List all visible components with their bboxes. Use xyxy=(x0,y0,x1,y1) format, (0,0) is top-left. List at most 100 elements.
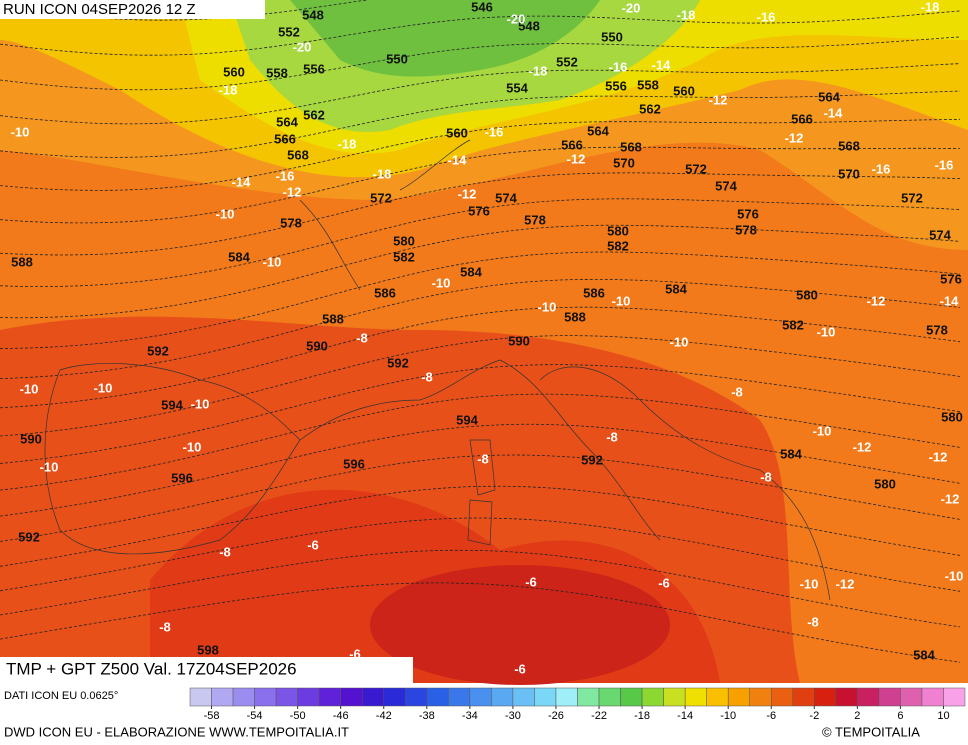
geopotential-label: 566 xyxy=(274,131,296,146)
geopotential-label: 590 xyxy=(20,431,42,446)
temperature-label: -12 xyxy=(283,184,302,199)
geopotential-label: 592 xyxy=(581,452,603,467)
isoline xyxy=(0,146,961,224)
colorbar-box xyxy=(684,687,707,707)
geopotential-label: 592 xyxy=(387,355,409,370)
colorbar-tick-label: -18 xyxy=(634,710,650,722)
temperature-label: -8 xyxy=(807,614,819,629)
geopotential-label: 578 xyxy=(280,215,302,230)
temperature-label: -10 xyxy=(191,396,210,411)
isoline xyxy=(0,0,370,21)
isoline xyxy=(0,306,961,409)
isoline xyxy=(0,90,961,158)
isoline xyxy=(0,172,961,256)
geopotential-label: 548 xyxy=(302,7,324,22)
geopotential-label: 572 xyxy=(685,161,707,176)
caption-box xyxy=(0,657,413,683)
temperature-label: -16 xyxy=(872,161,891,176)
colorbar-tick-label: 2 xyxy=(854,710,860,722)
coastline xyxy=(299,359,761,541)
isoline xyxy=(0,224,961,319)
isolines xyxy=(0,0,961,663)
colorbar-box xyxy=(297,687,320,707)
geopotential-label: 556 xyxy=(605,78,627,93)
temperature-label: -18 xyxy=(219,82,238,97)
geopotential-label: 594 xyxy=(456,412,478,427)
temperature-label: -10 xyxy=(263,254,282,269)
colorbar-box xyxy=(211,687,234,707)
temperature-label: -10 xyxy=(800,576,819,591)
temperature-label: -18 xyxy=(677,7,696,22)
colorbar-box xyxy=(275,687,298,707)
colorbar-box xyxy=(254,687,277,707)
geopotential-label: 590 xyxy=(306,338,328,353)
colorbar-box xyxy=(448,687,471,707)
colorbar-box xyxy=(878,687,901,707)
geopotential-label: 574 xyxy=(715,178,737,193)
geopotential-label: 560 xyxy=(446,125,468,140)
colorbar-box xyxy=(835,687,858,707)
temperature-label: -10 xyxy=(40,459,59,474)
temperature-label: -20 xyxy=(293,39,312,54)
temperature-label: -18 xyxy=(529,63,548,78)
temperature-label: -6 xyxy=(307,537,319,552)
isoline xyxy=(0,10,961,56)
colorbar-box xyxy=(555,687,578,707)
temperature-label: -20 xyxy=(507,11,526,26)
colorbar-box xyxy=(512,687,535,707)
coastline xyxy=(299,139,831,601)
geopotential-label: 580 xyxy=(941,409,963,424)
colorbar-box xyxy=(361,687,385,707)
temperature-label: -8 xyxy=(421,369,433,384)
temperature-label: -12 xyxy=(567,151,586,166)
coastlines xyxy=(44,139,831,601)
temperature-label: -8 xyxy=(477,451,489,466)
colorbar-box xyxy=(232,687,255,707)
temperature-label: -18 xyxy=(921,0,940,14)
geopotential-label: 580 xyxy=(393,233,415,248)
isoline xyxy=(0,582,961,663)
colorbar-tick-label: -26 xyxy=(548,710,564,722)
geopotential-label: 592 xyxy=(18,529,40,544)
geopotential-label: 588 xyxy=(322,311,344,326)
geopotential-label: 552 xyxy=(556,54,578,69)
geopotential-label: 578 xyxy=(524,212,546,227)
colorbar-tick-label: 10 xyxy=(937,710,949,722)
colorbar-tick-label: -6 xyxy=(766,710,776,722)
temperature-label: -12 xyxy=(709,92,728,107)
geopotential-label: 578 xyxy=(926,322,948,337)
temperature-label: -14 xyxy=(232,174,252,189)
isoline xyxy=(0,198,961,287)
geopotential-label: 558 xyxy=(266,65,288,80)
colorbar-tick-label: -34 xyxy=(462,710,478,722)
temperature-label: -8 xyxy=(606,429,618,444)
colorbar-box xyxy=(814,687,837,707)
temperature-label: -8 xyxy=(219,544,231,559)
copyright: © TEMPOITALIA xyxy=(822,724,920,739)
colorbar-box xyxy=(921,687,944,707)
geopotential-label: 546 xyxy=(471,0,493,14)
temperature-label: -10 xyxy=(183,439,202,454)
field xyxy=(0,0,968,685)
temperature-label: -10 xyxy=(817,324,836,339)
geopotential-label: 580 xyxy=(874,476,896,491)
temperature-label: -10 xyxy=(94,380,113,395)
temperature-label: -14 xyxy=(448,152,468,167)
temperature-label: -16 xyxy=(935,157,954,172)
temperature-label: -10 xyxy=(612,293,631,308)
geopotential-label: 564 xyxy=(276,114,298,129)
coastline xyxy=(467,439,496,546)
colorbar-box xyxy=(706,687,729,707)
geopotential-label: 578 xyxy=(735,222,757,237)
temperature-label: -6 xyxy=(349,646,361,661)
geopotential-label: 566 xyxy=(791,111,813,126)
temperature-label: -12 xyxy=(458,186,477,201)
geopotential-label: 580 xyxy=(607,223,629,238)
temperature-label: -10 xyxy=(11,124,30,139)
colorbar-box xyxy=(943,687,966,707)
geopotential-label: 568 xyxy=(838,138,860,153)
geopotential-label: 566 xyxy=(561,137,583,152)
geopotential-label: 570 xyxy=(613,155,635,170)
field-coldest xyxy=(290,0,600,77)
geopotential-label: 594 xyxy=(161,397,183,412)
